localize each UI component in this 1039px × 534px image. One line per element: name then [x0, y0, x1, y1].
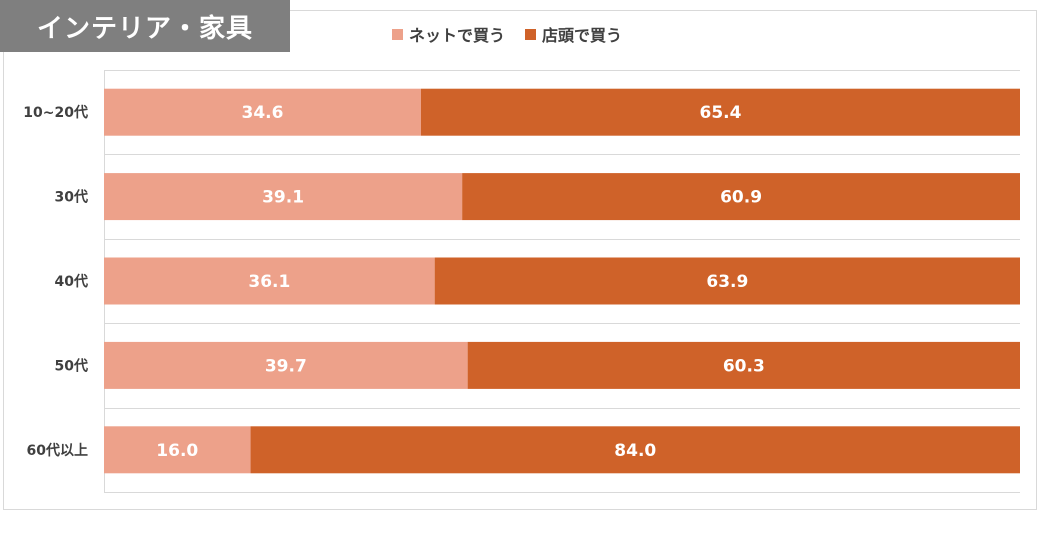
chart-title: インテリア・家具	[0, 0, 290, 52]
legend-label-store: 店頭で買う	[542, 26, 623, 45]
category-label: 50代	[55, 357, 88, 374]
data-label: 84.0	[614, 441, 656, 461]
data-label: 60.9	[720, 188, 762, 208]
legend-item-online: ネットで買う	[392, 22, 505, 46]
bar-store	[420, 88, 1020, 136]
bar-online	[104, 88, 421, 136]
category-label: 30代	[55, 189, 88, 206]
data-label: 39.1	[262, 188, 304, 208]
category-label: 10~20代	[23, 104, 88, 121]
legend-item-store: 店頭で買う	[525, 22, 622, 46]
bar-store	[467, 341, 1021, 389]
bar-online	[104, 173, 463, 221]
data-label: 16.0	[156, 441, 198, 461]
bar-online	[104, 257, 435, 305]
bar-online	[104, 426, 251, 474]
category-label: 60代以上	[27, 442, 88, 459]
data-label: 63.9	[706, 272, 748, 292]
bar-store	[250, 426, 1020, 474]
data-label: 39.7	[265, 356, 307, 376]
data-label: 60.3	[723, 356, 765, 376]
bar-store	[434, 257, 1020, 305]
bar-online	[104, 341, 468, 389]
category-label: 40代	[55, 273, 88, 290]
legend-swatch-online	[392, 28, 403, 40]
bar-store	[462, 173, 1020, 221]
data-label: 36.1	[248, 272, 290, 292]
legend-swatch-store	[525, 28, 537, 40]
data-label: 65.4	[699, 103, 741, 123]
data-label: 34.6	[241, 103, 283, 123]
legend: ネットで買う 店頭で買う	[392, 22, 622, 46]
legend-label-online: ネットで買う	[409, 26, 506, 45]
